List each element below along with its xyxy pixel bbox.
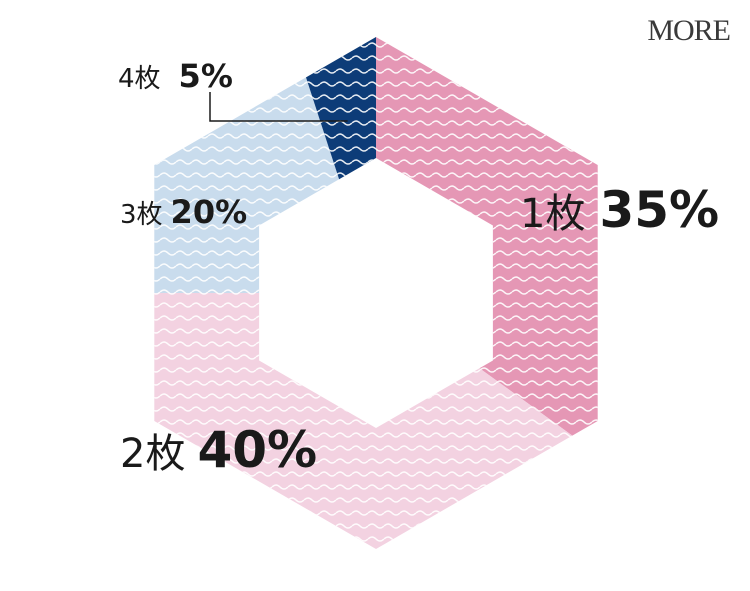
slice-1-texture	[376, 37, 598, 436]
more-logo: MORE	[647, 14, 731, 47]
category-label: 4枚	[118, 64, 161, 94]
slice-label-1-mai: 1枚 35%	[520, 185, 719, 235]
category-label: 2枚	[120, 431, 186, 477]
value-label: 20%	[170, 193, 248, 231]
category-label: 1枚	[520, 191, 586, 237]
slice-label-2-mai: 2枚 40%	[120, 425, 317, 475]
value-label: 35%	[599, 181, 720, 239]
slice-label-4-mai: 4枚 5%	[118, 60, 233, 92]
slice-4-texture	[306, 37, 376, 180]
category-label: 3枚	[120, 200, 163, 230]
value-label: 40%	[197, 421, 318, 479]
slice-2-texture	[154, 293, 573, 549]
slice-label-3-mai: 3枚 20%	[120, 196, 247, 228]
leader-line	[209, 92, 348, 122]
slice-3-texture	[154, 77, 340, 294]
value-label: 5%	[178, 57, 233, 95]
